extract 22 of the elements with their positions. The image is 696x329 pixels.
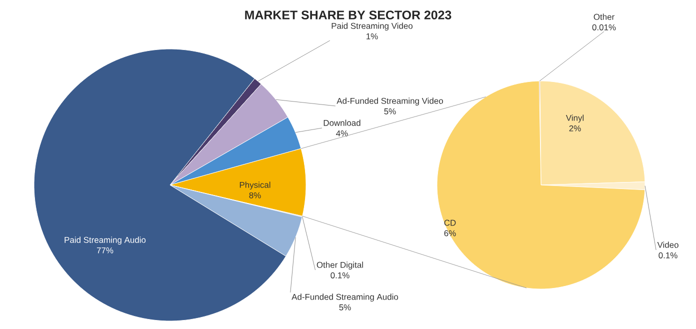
data-label: 2%: [569, 125, 581, 132]
slice-label: CD: [444, 220, 456, 226]
slice-label: Ad-Funded Streaming Video: [336, 98, 443, 106]
data-label: 5%: [339, 304, 351, 310]
data-label: 77%: [96, 247, 114, 254]
slice-label: Ad-Funded Streaming Audio: [292, 294, 398, 302]
data-label: 8%: [249, 192, 261, 198]
slice-label: Other Digital: [316, 262, 363, 270]
slice-label: Paid Streaming Video: [332, 22, 413, 31]
data-label: 0.01%: [592, 24, 616, 30]
data-label: 1%: [366, 33, 378, 40]
slice-label: Vinyl: [566, 114, 584, 123]
slice-label: Download: [324, 120, 360, 126]
data-label: 4%: [336, 130, 348, 136]
slice-label: Video: [657, 242, 678, 248]
slice-label: Physical: [240, 182, 270, 190]
data-label: 5%: [384, 108, 396, 114]
data-label: 0.1%: [330, 272, 350, 278]
slice-label: Other: [594, 14, 614, 20]
chart-title: MARKET SHARE BY SECTOR 2023: [245, 10, 452, 20]
slice-label: Paid Streaming Audio: [64, 236, 146, 245]
data-label: 0.1%: [658, 252, 678, 258]
